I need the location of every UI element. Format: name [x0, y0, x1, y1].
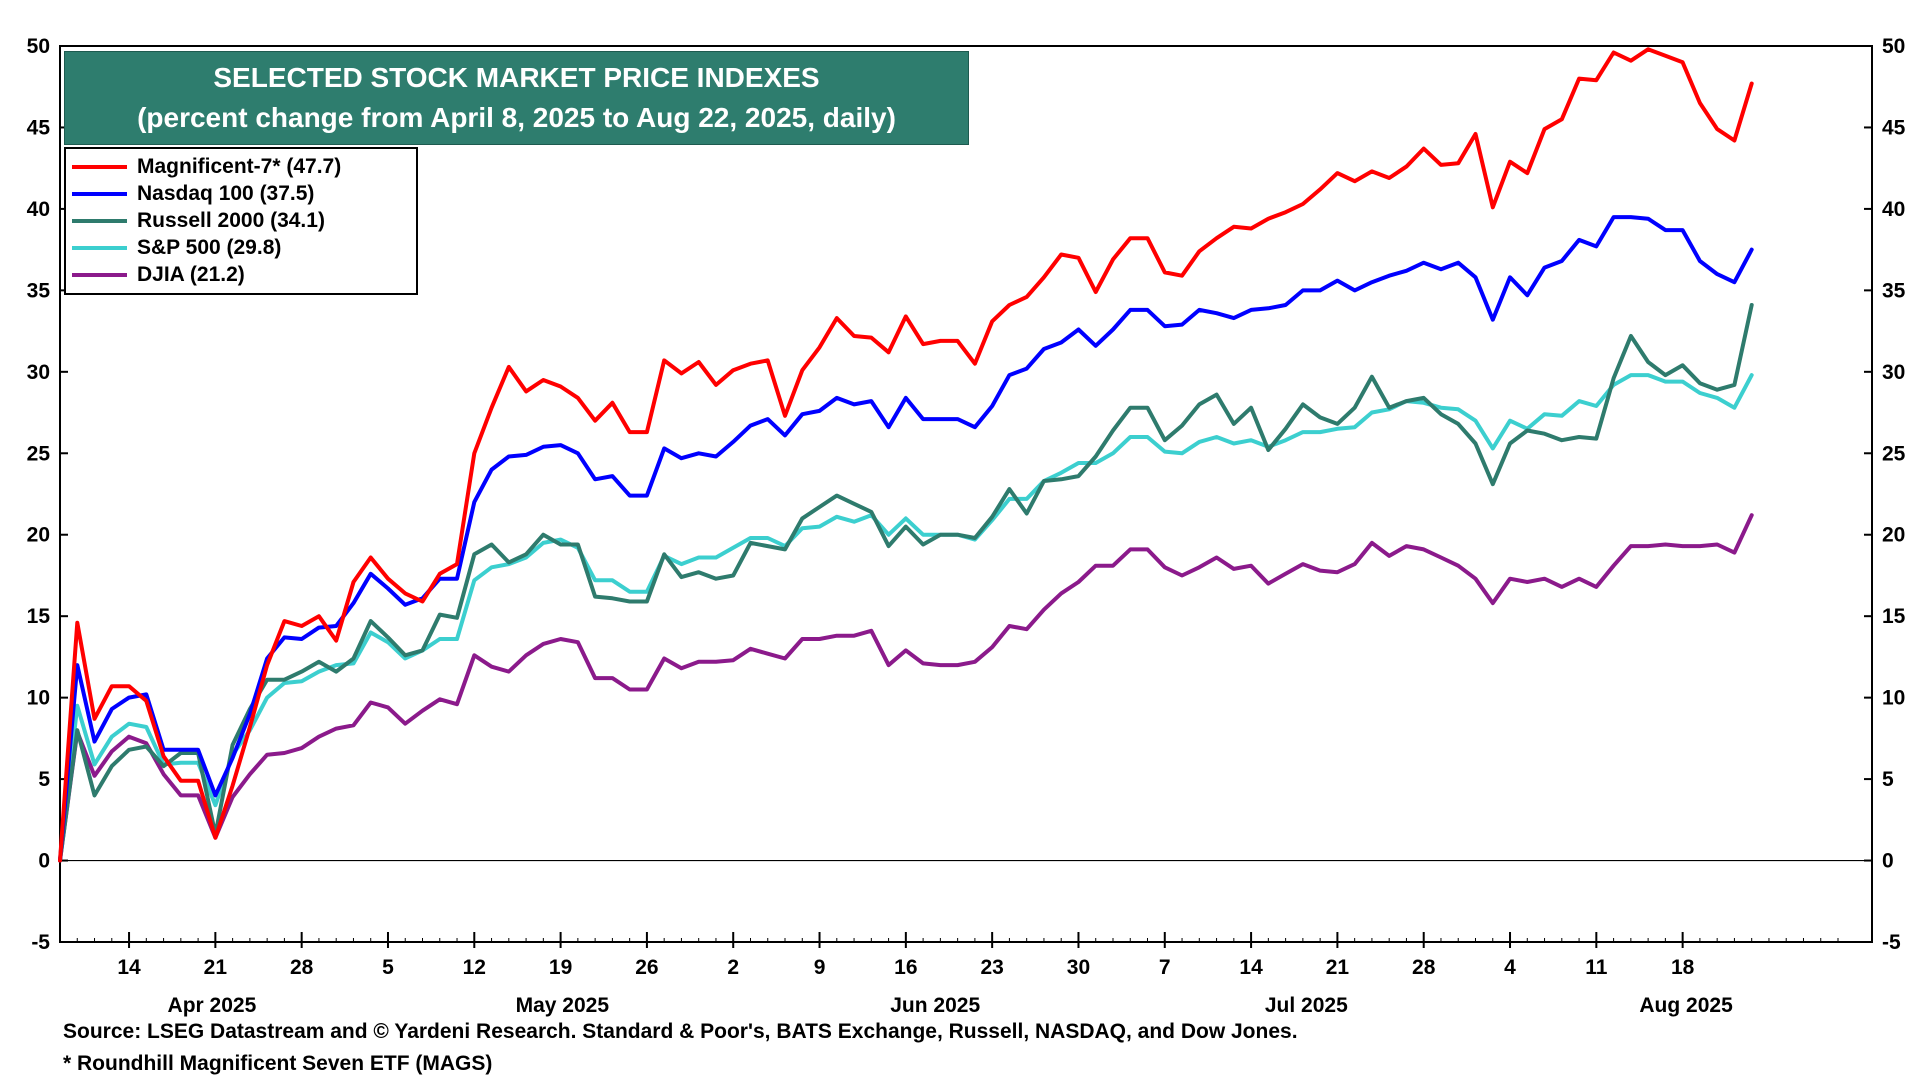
y-tick-label-right: 10 [1882, 687, 1905, 710]
y-tick-label-left: 10 [27, 687, 50, 710]
y-axis-right: -5 0 5 10 15 20 25 30 35 40 45 50 [1864, 35, 1906, 954]
legend-label: Russell 2000 (34.1) [137, 208, 325, 232]
legend-swatch [72, 164, 127, 169]
y-tick-label-right: 45 [1882, 116, 1906, 139]
x-tick-label: 26 [635, 956, 658, 979]
x-month-label: Jul 2025 [1265, 994, 1348, 1017]
legend-label: Nasdaq 100 (37.5) [137, 181, 315, 205]
y-tick-label-right: 5 [1882, 768, 1894, 791]
x-tick-label: 14 [117, 956, 141, 979]
y-tick-label-left: 35 [27, 279, 51, 302]
series-line-s-p-500 [58, 373, 1754, 863]
y-tick-label-left: 40 [27, 198, 50, 221]
x-tick-label: 18 [1671, 956, 1695, 979]
legend-item-nasdaq-100: Nasdaq 100 (37.5) [72, 180, 416, 207]
legend-label: DJIA (21.2) [137, 262, 245, 286]
x-tick-label: 28 [290, 956, 314, 979]
chart-subtitle: (percent change from April 8, 2025 to Au… [137, 102, 896, 133]
legend: Magnificent-7* (47.7) Nasdaq 100 (37.5) … [64, 147, 418, 295]
x-tick-label: 12 [463, 956, 486, 979]
x-tick-label: 4 [1504, 956, 1516, 979]
x-tick-label: 2 [727, 956, 739, 979]
legend-item-sp-500: S&P 500 (29.8) [72, 234, 416, 261]
legend-swatch [72, 191, 127, 196]
y-tick-label-left: 0 [38, 850, 50, 873]
x-tick-label: 21 [204, 956, 228, 979]
y-tick-label-right: 30 [1882, 361, 1905, 384]
y-tick-label-right: 35 [1882, 279, 1906, 302]
x-tick-label: 9 [814, 956, 826, 979]
x-tick-label: 30 [1067, 956, 1090, 979]
x-tick-label: 11 [1585, 956, 1608, 979]
x-axis: 14 21 28 5 12 19 26 2 9 16 23 30 7 14 21 28 4 11 18 Apr 202… [59, 932, 1839, 1017]
x-tick-label: 23 [980, 956, 1003, 979]
series-line-russell-2000 [58, 303, 1754, 863]
chart-title-box: SELECTED STOCK MARKET PRICE INDEXES (per… [64, 51, 969, 145]
legend-swatch [72, 272, 127, 277]
y-tick-label-left: 45 [27, 116, 51, 139]
y-tick-label-left: 50 [27, 35, 50, 58]
y-tick-label-left: 20 [27, 524, 50, 547]
y-tick-label-left: 5 [38, 768, 50, 791]
series-lines [58, 47, 1754, 863]
y-tick-label-left: -5 [31, 931, 50, 954]
legend-label: Magnificent-7* (47.7) [137, 154, 342, 178]
x-month-label: Jun 2025 [890, 994, 980, 1017]
legend-item-russell-2000: Russell 2000 (34.1) [72, 207, 416, 234]
footnote-mags: * Roundhill Magnificent Seven ETF (MAGS) [63, 1052, 493, 1075]
legend-swatch [72, 245, 127, 250]
x-month-label: May 2025 [516, 994, 610, 1017]
legend-swatch [72, 218, 127, 223]
series-line-magnificent-7 [58, 47, 1754, 863]
x-month-label: Apr 2025 [168, 994, 257, 1017]
y-tick-label-right: -5 [1882, 931, 1901, 954]
y-tick-label-right: 50 [1882, 35, 1905, 58]
x-tick-label: 14 [1239, 956, 1263, 979]
x-tick-label: 5 [382, 956, 394, 979]
x-tick-label: 28 [1412, 956, 1436, 979]
y-tick-label-right: 0 [1882, 850, 1894, 873]
y-tick-label-left: 30 [27, 361, 50, 384]
x-tick-label: 7 [1159, 956, 1171, 979]
chart-title: SELECTED STOCK MARKET PRICE INDEXES [213, 62, 820, 93]
y-tick-label-right: 40 [1882, 198, 1905, 221]
plot-frame [59, 45, 1873, 943]
y-tick-label-right: 25 [1882, 442, 1906, 465]
legend-label: S&P 500 (29.8) [137, 235, 282, 259]
y-tick-label-right: 20 [1882, 524, 1905, 547]
legend-item-magnificent-7: Magnificent-7* (47.7) [72, 153, 416, 180]
source-note: Source: LSEG Datastream and © Yardeni Re… [63, 1020, 1298, 1043]
y-tick-label-left: 25 [27, 442, 51, 465]
x-tick-label: 19 [549, 956, 572, 979]
y-tick-label-right: 15 [1882, 605, 1906, 628]
x-tick-label: 16 [894, 956, 917, 979]
legend-item-djia: DJIA (21.2) [72, 261, 416, 288]
series-line-nasdaq-100 [58, 215, 1754, 863]
series-line-djia [58, 513, 1754, 863]
x-tick-label: 21 [1326, 956, 1350, 979]
x-month-label: Aug 2025 [1639, 994, 1733, 1017]
y-tick-label-left: 15 [27, 605, 51, 628]
